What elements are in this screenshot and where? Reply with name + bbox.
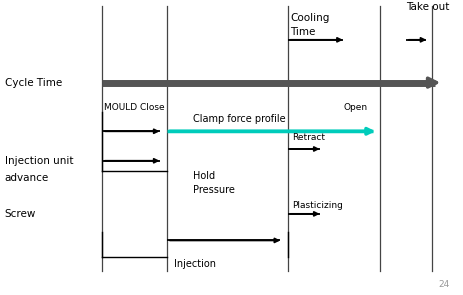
Text: Clamp force profile: Clamp force profile [192, 114, 285, 124]
Text: Retract: Retract [292, 133, 325, 142]
Text: Hold: Hold [192, 171, 214, 181]
Text: Screw: Screw [5, 209, 36, 219]
Text: Injection: Injection [174, 259, 216, 269]
Text: advance: advance [5, 173, 49, 183]
Text: Take out: Take out [405, 2, 448, 12]
Text: 24: 24 [438, 280, 449, 289]
Text: MOULD Close: MOULD Close [104, 103, 165, 112]
Text: Cooling: Cooling [289, 13, 329, 23]
Text: Pressure: Pressure [192, 185, 234, 195]
Text: Cycle Time: Cycle Time [5, 78, 62, 88]
Text: Plasticizing: Plasticizing [292, 201, 343, 209]
Text: Open: Open [343, 103, 367, 112]
Text: Time: Time [289, 27, 315, 37]
Text: Injection unit: Injection unit [5, 156, 73, 166]
